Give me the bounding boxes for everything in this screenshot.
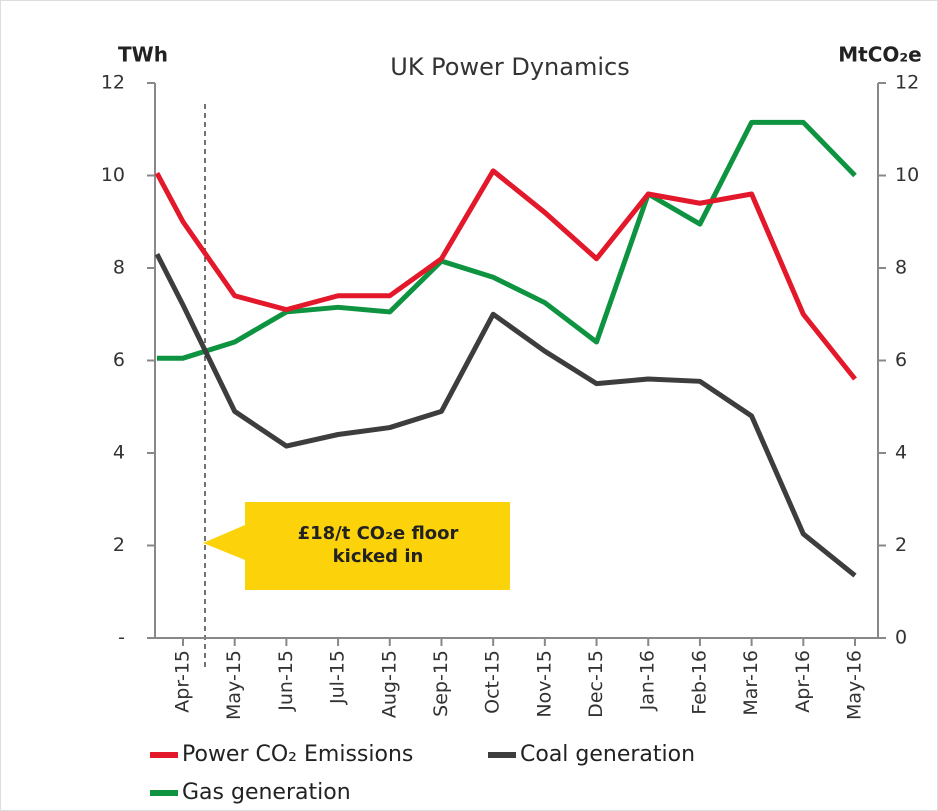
y2-axis-label: MtCO₂e [838,43,921,67]
annotation: £18/t CO₂e floor [298,523,459,544]
series-line [154,168,857,381]
y2-tick-label: 8 [895,257,907,279]
y-tick-label: 6 [113,349,125,371]
y-tick-label: 10 [101,164,125,186]
y2-tick-label: 2 [895,534,907,556]
x-tick-label: May-15 [223,650,245,720]
x-tick-label: Apr-16 [792,650,814,713]
x-tick-label: Apr-15 [172,650,194,713]
legend-label: Gas generation [182,780,351,805]
x-tick-label: Jun-15 [275,650,297,712]
y2-tick-label: 4 [895,442,907,464]
y2-tick-label: 12 [895,72,919,94]
x-tick-label: Oct-15 [482,650,504,714]
y-tick-label: 12 [101,72,125,94]
y2-tick-label: 0 [895,627,907,649]
x-tick-label: Sep-15 [430,650,452,717]
x-tick-label: Jan-16 [637,650,659,711]
x-tick-label: Mar-16 [740,650,762,716]
x-tick-label: Feb-16 [688,650,710,715]
legend-label: Power CO₂ Emissions [182,742,413,767]
legend-label: Coal generation [520,742,695,767]
y-tick-label: 8 [113,257,125,279]
y2-tick-label: 6 [895,349,907,371]
x-tick-label: May-16 [844,650,866,720]
series-line [157,119,857,361]
y-axis-label: TWh [118,43,168,67]
y-tick-label: - [118,627,125,649]
y-tick-label: 2 [113,534,125,556]
chart-title: UK Power Dynamics [390,53,629,81]
annotation: kicked in [333,546,424,567]
series-line [154,252,857,578]
x-tick-label: Jul-15 [327,650,349,705]
x-tick-label: Aug-15 [378,650,400,718]
y2-tick-label: 10 [895,164,919,186]
legend-swatch [488,752,516,758]
y-tick-label: 4 [113,442,125,464]
legend-swatch [150,790,178,796]
x-tick-label: Dec-15 [585,650,607,718]
legend-swatch [150,752,178,758]
x-tick-label: Nov-15 [533,650,555,718]
annotation-box [203,502,510,590]
